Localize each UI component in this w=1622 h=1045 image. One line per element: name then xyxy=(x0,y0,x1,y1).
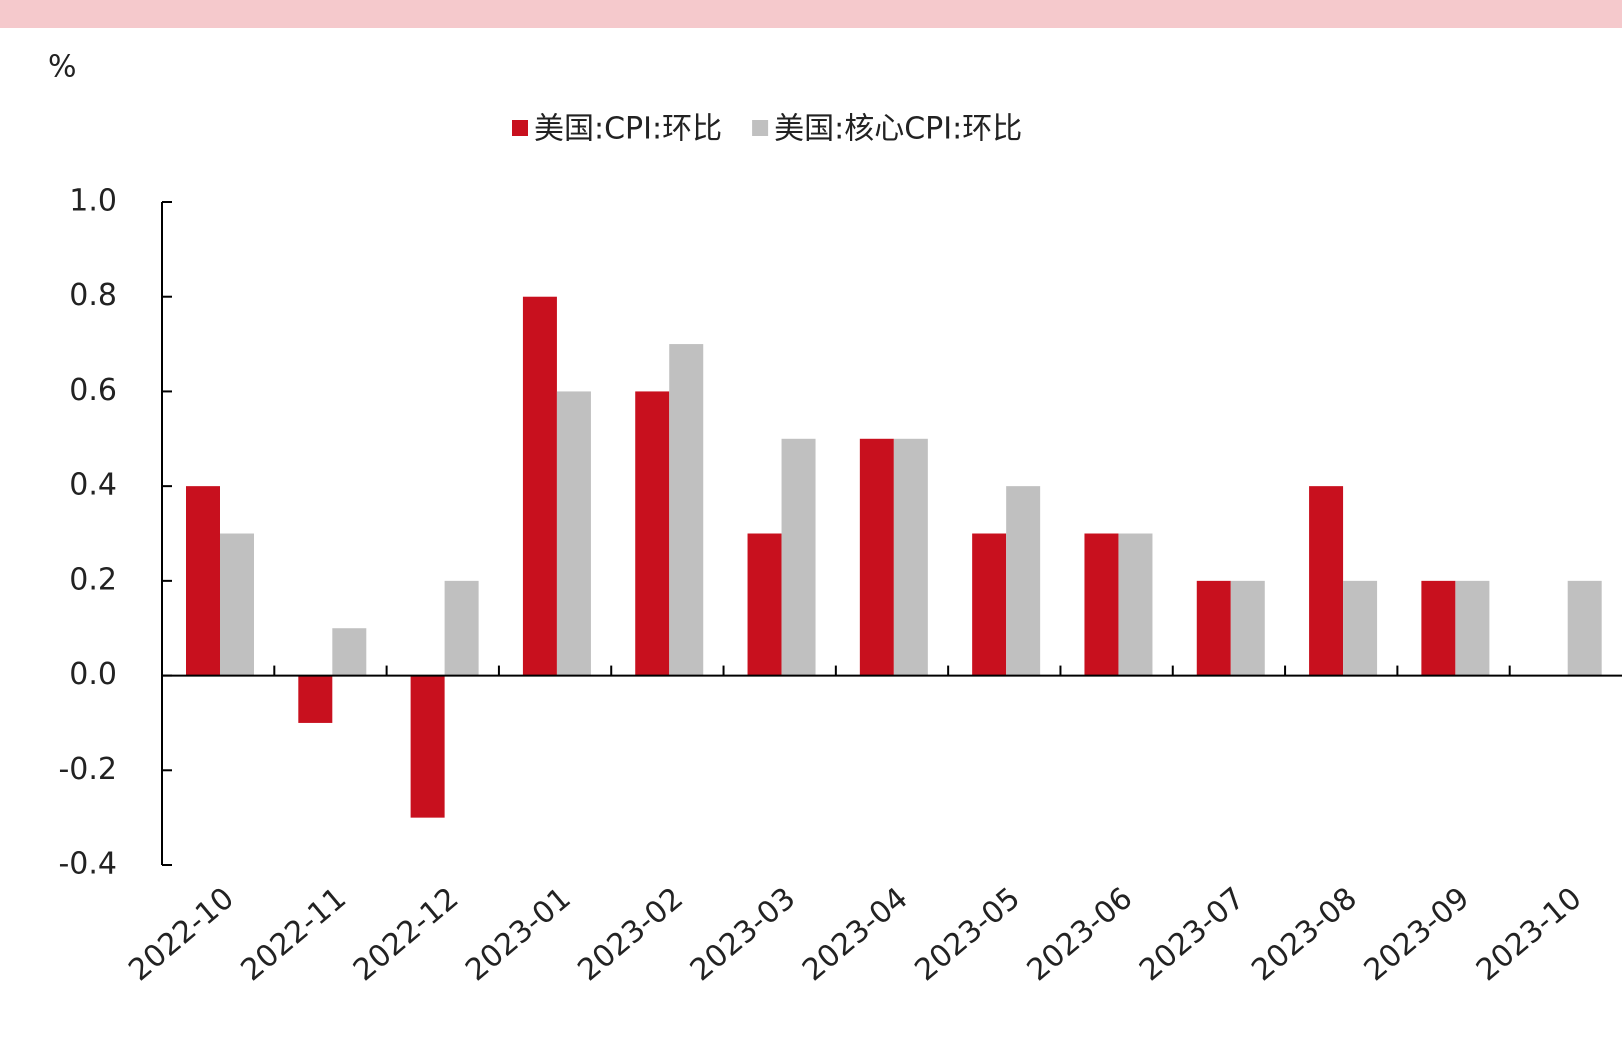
bar xyxy=(1343,580,1378,676)
x-tick-label: 2023-02 xyxy=(571,881,690,988)
bar xyxy=(1309,486,1344,676)
x-tick-label: 2023-09 xyxy=(1358,881,1477,988)
bar xyxy=(1196,580,1231,676)
bar xyxy=(1567,580,1602,676)
legend-label: 美国:CPI:环比 xyxy=(534,112,722,147)
bar xyxy=(972,533,1007,676)
y-tick-label: 0.6 xyxy=(69,373,117,408)
bar xyxy=(220,533,254,676)
bar xyxy=(332,628,367,676)
bar xyxy=(747,533,782,676)
x-tick-label: 2022-11 xyxy=(235,881,354,988)
bar xyxy=(298,675,333,723)
legend-label: 美国:核心CPI:环比 xyxy=(774,112,1022,147)
x-tick-label: 2023-05 xyxy=(908,881,1027,988)
bar xyxy=(859,438,894,676)
x-tick-label: 2023-10 xyxy=(1470,881,1589,988)
x-tick-label: 2023-04 xyxy=(796,881,915,988)
bar xyxy=(1421,580,1456,676)
bar xyxy=(669,344,704,676)
bar xyxy=(1118,533,1153,676)
y-tick-label: 0.2 xyxy=(69,562,117,597)
bar xyxy=(1006,486,1041,676)
x-tick-label: 2022-12 xyxy=(347,881,466,988)
x-tick-label: 2023-03 xyxy=(684,881,803,988)
bar xyxy=(893,438,928,676)
bar xyxy=(635,391,670,676)
bar xyxy=(444,580,479,676)
bar xyxy=(186,486,220,676)
bar xyxy=(1230,580,1265,676)
x-tick-label: 2023-01 xyxy=(459,881,578,988)
legend-swatch xyxy=(512,120,528,136)
bar xyxy=(1455,580,1490,676)
x-tick-label: 2023-07 xyxy=(1133,881,1252,988)
bar xyxy=(1084,533,1119,676)
x-tick-label: 2022-10 xyxy=(122,881,241,988)
y-tick-label: 0.4 xyxy=(69,468,117,503)
bar xyxy=(781,438,816,676)
bar xyxy=(410,675,445,818)
y-unit: % xyxy=(48,50,77,85)
title-banner xyxy=(0,0,1622,28)
y-tick-label: 0.0 xyxy=(69,657,117,692)
y-tick-label: 1.0 xyxy=(69,184,117,219)
x-tick-label: 2023-06 xyxy=(1021,881,1140,988)
y-tick-label: 0.8 xyxy=(69,278,117,313)
x-tick-label: 2023-08 xyxy=(1245,881,1364,988)
bar xyxy=(556,391,591,676)
y-tick-label: -0.4 xyxy=(58,847,117,882)
y-tick-label: -0.2 xyxy=(58,752,117,787)
bar xyxy=(522,296,557,676)
legend-swatch xyxy=(752,120,769,136)
